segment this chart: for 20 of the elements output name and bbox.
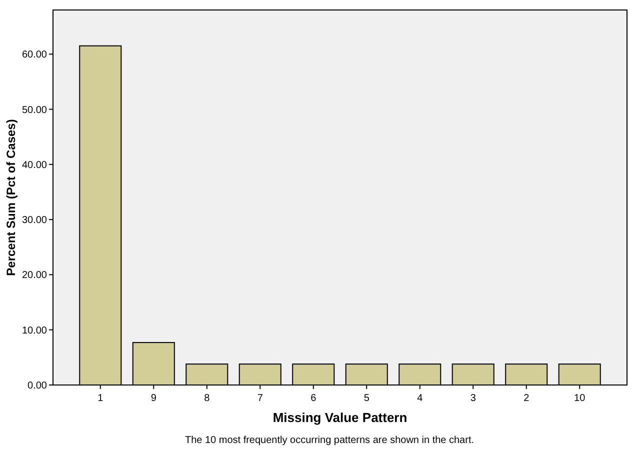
x-tick-label: 7 [257,393,264,404]
y-tick-label: 60.00 [22,50,48,61]
x-tick-label: 9 [150,393,157,404]
x-tick-label: 5 [364,393,370,404]
x-tick-label: 6 [310,393,317,404]
y-tick-label: 30.00 [22,215,48,226]
x-tick-label: 10 [574,393,586,404]
y-axis-title: Percent Sum (Pct of Cases) [4,119,18,276]
x-tick-label: 3 [470,393,476,404]
text: The 10 most frequently occurring patterns are shown in the chart. [184,435,474,446]
y-tick-label: 10.00 [22,325,48,336]
x-tick-label: 1 [98,393,104,404]
x-tick-label: 2 [524,393,530,404]
y-tick-label: 20.00 [22,270,48,282]
y-tick-label: 0.00 [28,380,48,392]
x-axis-title: Missing Value Pattern [272,410,408,425]
y-tick-label: 40.00 [22,160,48,171]
x-tick-label: 4 [417,393,424,404]
y-tick-label: 50.00 [22,104,48,116]
x-tick-label: 8 [204,393,210,404]
